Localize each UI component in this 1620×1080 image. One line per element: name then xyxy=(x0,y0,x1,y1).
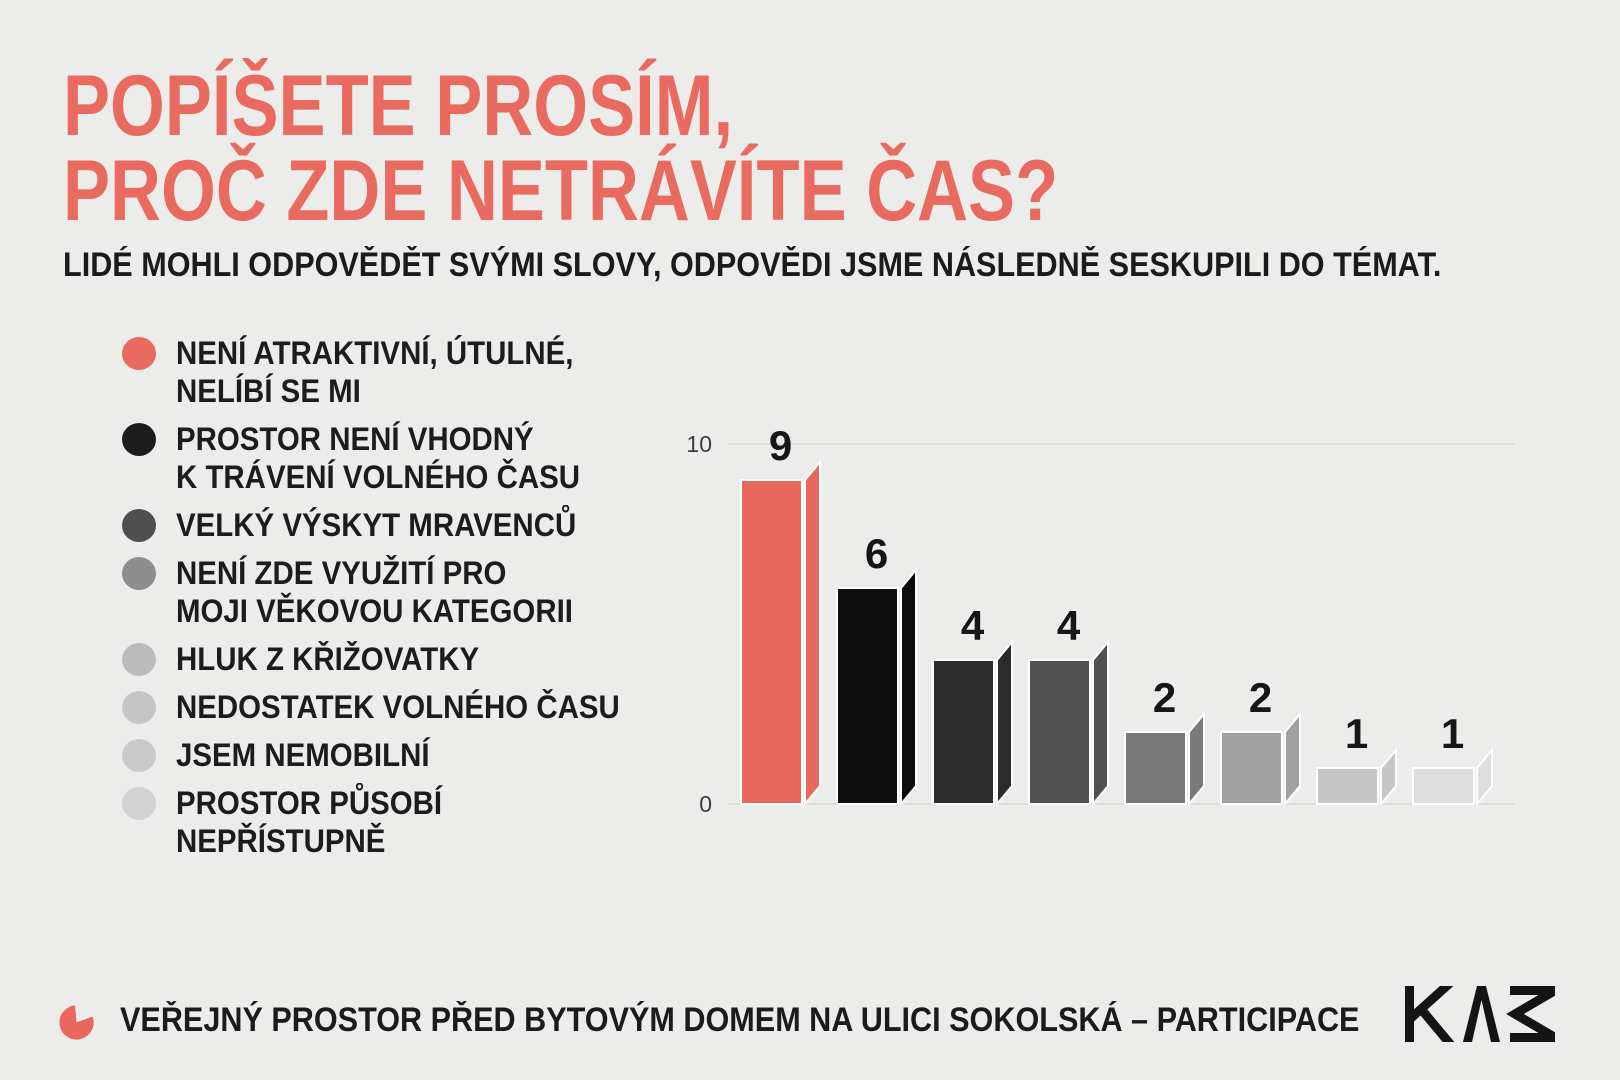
legend-item-label: PROSTOR NENÍ VHODNÝ K TRÁVENÍ VOLNÉHO ČA… xyxy=(176,421,581,495)
bar-value-label: 6 xyxy=(865,530,888,577)
legend-item: PROSTOR NENÍ VHODNÝ K TRÁVENÍ VOLNÉHO ČA… xyxy=(122,420,658,496)
legend: NENÍ ATRAKTIVNÍ, ÚTULNÉ, NELÍBÍ SE MI PRO… xyxy=(122,334,658,860)
bar-front xyxy=(932,659,995,805)
y-tick-label: 0 xyxy=(699,791,712,817)
legend-item: NENÍ ATRAKTIVNÍ, ÚTULNÉ, NELÍBÍ SE MI xyxy=(122,334,658,410)
legend-item-label: NENÍ ATRAKTIVNÍ, ÚTULNÉ, NELÍBÍ SE MI xyxy=(176,335,574,409)
logo-m-glyph xyxy=(1506,986,1555,1042)
legend-item-label: HLUK Z KŘIŽOVATKY xyxy=(176,641,480,677)
page-title: POPÍŠETE PROSÍM, PROČ ZDE NETRÁVÍTE ČAS? xyxy=(63,58,1059,239)
bar-value-label: 2 xyxy=(1153,674,1176,721)
bar-front xyxy=(1220,731,1283,805)
logo-a-glyph xyxy=(1463,986,1500,1042)
legend-item: NEDOSTATEK VOLNÉHO ČASU xyxy=(122,688,658,726)
bar-side xyxy=(1188,711,1205,807)
y-tick-label: 10 xyxy=(686,431,712,457)
bar-side xyxy=(1092,639,1109,807)
bar-side xyxy=(900,567,917,807)
legend-item-label: PROSTOR PŮSOBÍ NEPŘÍSTUPNĚ xyxy=(176,785,443,859)
bar-chart: 10 0 9 6 4 4 2 2 1 1 xyxy=(640,410,1540,840)
title-line-1: POPÍŠETE PROSÍM, xyxy=(63,58,734,154)
kam-logo xyxy=(1405,986,1555,1042)
bar-front xyxy=(1124,731,1187,805)
page-subtitle: LIDÉ MOHLI ODPOVĚDĚT SVÝMI SLOVY, ODPOVĚ… xyxy=(63,246,1442,284)
legend-item: JSEM NEMOBILNÍ xyxy=(122,736,658,774)
participation-pie-icon xyxy=(59,1005,94,1040)
legend-dot xyxy=(122,509,156,542)
legend-dot xyxy=(122,739,156,772)
bar-side xyxy=(1380,747,1397,807)
title-line-2: PROČ ZDE NETRÁVÍTE ČAS? xyxy=(63,143,1059,239)
bar-front xyxy=(1412,767,1475,805)
bar-value-label: 1 xyxy=(1345,710,1368,757)
bar-chart-svg: 10 0 9 6 4 4 2 2 1 1 xyxy=(686,422,1515,817)
bar-front xyxy=(740,479,803,805)
bar-value-label: 2 xyxy=(1249,674,1272,721)
bar-side xyxy=(1284,711,1301,807)
legend-dot xyxy=(122,787,156,820)
logo-k-leg xyxy=(1417,1006,1455,1042)
bar-value-label: 4 xyxy=(1057,602,1081,649)
bar-side xyxy=(996,639,1013,807)
bar-value-label: 1 xyxy=(1441,710,1464,757)
legend-dot xyxy=(122,691,156,724)
bar-side xyxy=(1476,747,1493,807)
legend-item: HLUK Z KŘIŽOVATKY xyxy=(122,640,658,678)
legend-item: VELKÝ VÝSKYT MRAVENCŮ xyxy=(122,506,658,544)
pie-icon-path xyxy=(59,1005,94,1040)
legend-dot xyxy=(122,337,156,370)
legend-item-label: NENÍ ZDE VYUŽITÍ PRO MOJI VĚKOVOU KATEGO… xyxy=(176,555,573,629)
legend-dot xyxy=(122,643,156,676)
legend-dot xyxy=(122,423,156,456)
bar-front xyxy=(1028,659,1091,805)
bar-value-label: 4 xyxy=(961,602,985,649)
logo-k-upper-arm xyxy=(1406,986,1454,1023)
legend-item: NENÍ ZDE VYUŽITÍ PRO MOJI VĚKOVOU KATEGO… xyxy=(122,554,658,630)
legend-dot xyxy=(122,557,156,590)
bar-front xyxy=(1316,767,1379,805)
legend-item-label: VELKÝ VÝSKYT MRAVENCŮ xyxy=(176,507,577,543)
footer-caption: VEŘEJNÝ PROSTOR PŘED BYTOVÝM DOMEM NA UL… xyxy=(120,1001,1360,1039)
legend-item-label: JSEM NEMOBILNÍ xyxy=(176,737,430,773)
bar-value-label: 9 xyxy=(769,422,792,469)
bar-front xyxy=(836,587,899,805)
bar-side xyxy=(804,459,821,807)
legend-item-label: NEDOSTATEK VOLNÉHO ČASU xyxy=(176,689,620,725)
legend-item: PROSTOR PŮSOBÍ NEPŘÍSTUPNĚ xyxy=(122,784,658,860)
